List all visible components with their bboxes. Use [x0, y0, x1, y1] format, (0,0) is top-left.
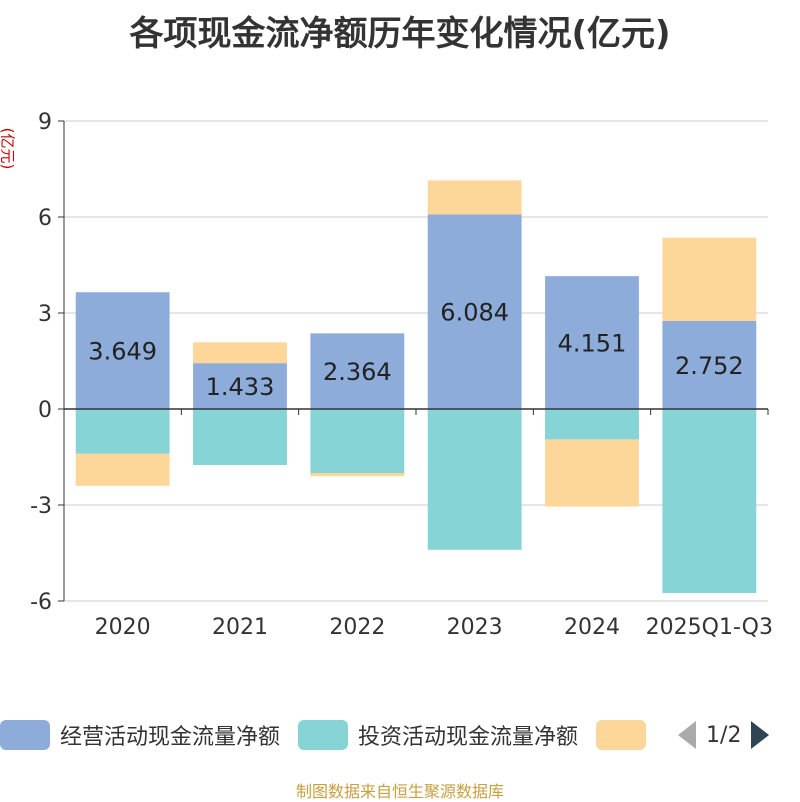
legend-item-financing[interactable]	[596, 720, 656, 750]
legend-page-indicator: 1/2	[706, 722, 742, 748]
bar-segment	[545, 276, 639, 409]
bar-segment	[193, 409, 287, 465]
legend-label-investing: 投资活动现金流量净额	[358, 725, 579, 750]
data-label: 3.649	[88, 338, 157, 366]
bar-segment	[662, 409, 757, 593]
bar-segment	[75, 409, 170, 454]
chart-title: 各项现金流净额历年变化情况(亿元)	[129, 14, 671, 54]
bar-segment	[427, 214, 522, 409]
legend-item-operating[interactable]: 经营活动现金流量净额	[0, 719, 280, 751]
x-tick-label: 2021	[212, 615, 268, 640]
bar-segment	[427, 180, 522, 215]
data-source-footer: 制图数据来自恒生聚源数据库	[295, 782, 504, 801]
bar-segment	[75, 292, 170, 409]
bar-segment	[545, 409, 639, 440]
bar-segment	[310, 333, 405, 409]
bar-segment	[193, 363, 287, 409]
bar-segment	[310, 409, 405, 473]
data-label: 6.084	[440, 299, 509, 327]
bar-segment	[75, 453, 170, 486]
y-tick-label: -3	[30, 494, 52, 519]
bar-segment	[662, 237, 757, 321]
legend-swatch-investing	[298, 720, 349, 750]
bar-chart: -6 -3 0 3 6 9 3.649 2020 1.433 2021 2.364 2022 6.084…	[30, 110, 773, 640]
x-tick-label: 2025Q1-Q3	[646, 615, 773, 640]
x-tick-label: 2022	[329, 615, 385, 640]
y-tick-label: -6	[30, 590, 52, 615]
data-label: 4.151	[558, 330, 627, 358]
legend: 经营活动现金流量净额 投资活动现金流量净额 1/2	[0, 714, 800, 756]
legend-next-page-icon[interactable]	[751, 721, 770, 749]
y-tick-label: 6	[38, 206, 52, 231]
x-tick-label: 2024	[564, 615, 620, 640]
y-tick-label: 3	[38, 302, 52, 327]
data-label: 2.364	[323, 358, 392, 386]
y-tick-label: 0	[38, 398, 52, 423]
x-tick-label: 2023	[447, 615, 503, 640]
y-tick-label: 9	[38, 110, 52, 135]
bar-segment	[310, 473, 405, 477]
bar-segment	[662, 320, 757, 409]
legend-swatch-financing	[596, 720, 647, 750]
legend-item-investing[interactable]: 投资活动现金流量净额	[298, 719, 578, 751]
bar-segment	[545, 439, 639, 507]
legend-label-operating: 经营活动现金流量净额	[60, 725, 281, 750]
bar-segment	[427, 409, 522, 550]
data-label: 1.433	[206, 373, 275, 401]
x-tick-label: 2020	[95, 615, 151, 640]
bar-segment	[193, 342, 287, 364]
legend-prev-page-icon[interactable]	[678, 721, 697, 749]
legend-swatch-operating	[0, 720, 50, 750]
data-label: 2.752	[675, 352, 744, 380]
legend-pager: 1/2	[678, 721, 770, 749]
